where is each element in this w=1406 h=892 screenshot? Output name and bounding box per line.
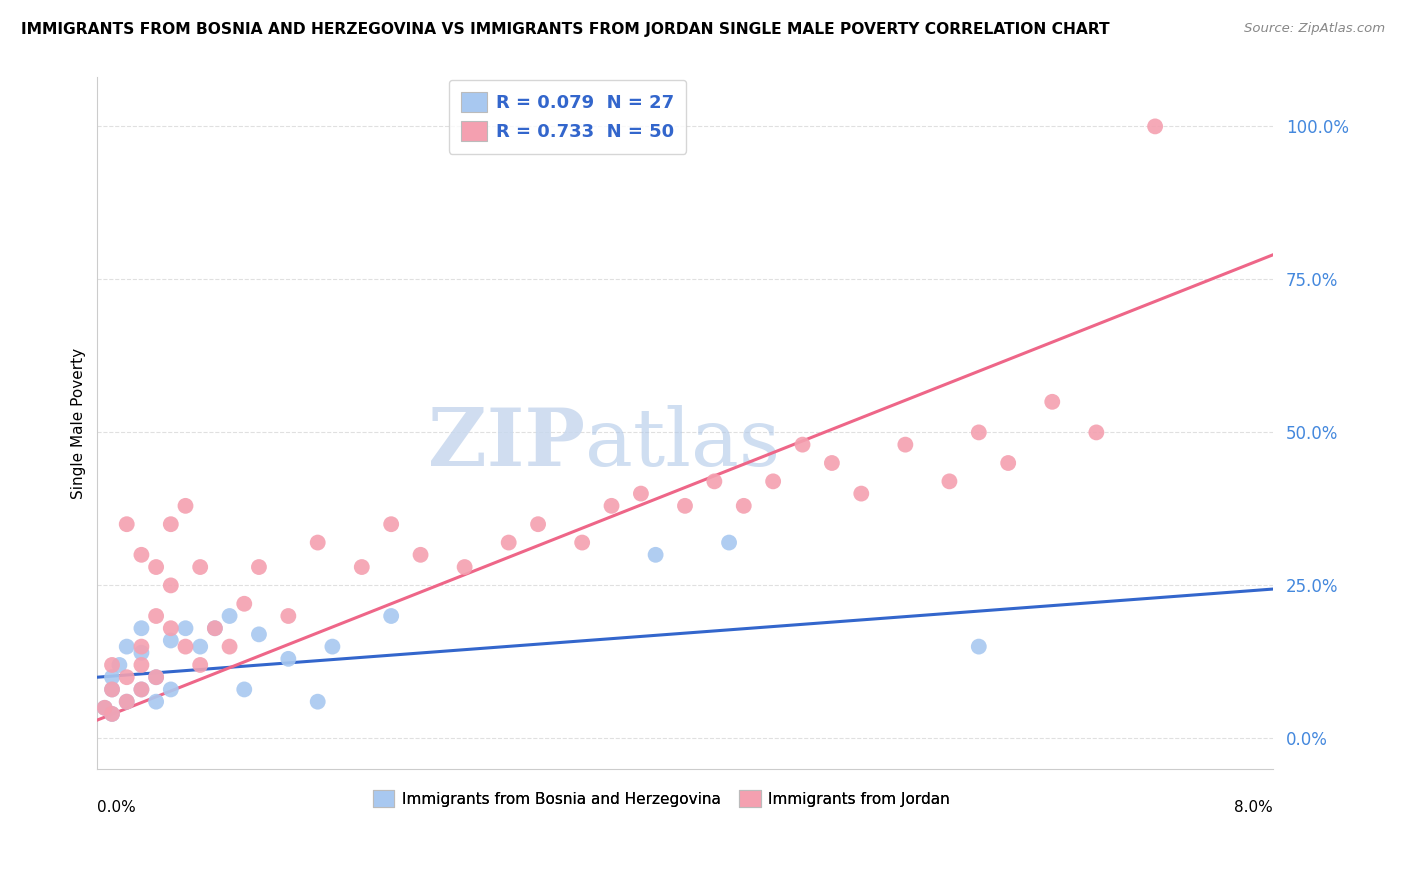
Point — [145, 609, 167, 624]
Point — [131, 657, 153, 672]
Point — [115, 695, 138, 709]
Point — [218, 640, 240, 654]
Point — [527, 517, 550, 532]
Point — [644, 548, 666, 562]
Y-axis label: Single Male Poverty: Single Male Poverty — [72, 348, 86, 499]
Point — [131, 548, 153, 562]
Point — [131, 646, 153, 660]
Point — [145, 560, 167, 574]
Point — [101, 670, 124, 684]
Point — [997, 456, 1019, 470]
Point — [1040, 394, 1063, 409]
Point — [159, 578, 181, 592]
Point — [894, 437, 917, 451]
Point — [108, 657, 131, 672]
Point — [159, 633, 181, 648]
Point — [115, 670, 138, 684]
Point — [131, 640, 153, 654]
Point — [600, 499, 623, 513]
Text: 8.0%: 8.0% — [1234, 799, 1272, 814]
Point — [630, 486, 652, 500]
Point — [233, 682, 256, 697]
Point — [115, 517, 138, 532]
Point — [967, 640, 990, 654]
Point — [851, 486, 873, 500]
Point — [204, 621, 226, 635]
Point — [571, 535, 593, 549]
Point — [233, 597, 256, 611]
Point — [409, 548, 432, 562]
Point — [380, 517, 402, 532]
Point — [174, 499, 197, 513]
Point — [159, 621, 181, 635]
Point — [145, 695, 167, 709]
Point — [174, 621, 197, 635]
Point — [115, 695, 138, 709]
Point — [792, 437, 814, 451]
Point — [762, 475, 785, 489]
Text: 0.0%: 0.0% — [97, 799, 136, 814]
Point — [938, 475, 960, 489]
Point — [101, 682, 124, 697]
Point — [733, 499, 755, 513]
Point — [277, 652, 299, 666]
Point — [145, 670, 167, 684]
Point — [101, 682, 124, 697]
Point — [188, 640, 211, 654]
Point — [159, 517, 181, 532]
Point — [307, 535, 329, 549]
Point — [174, 640, 197, 654]
Point — [498, 535, 520, 549]
Point — [115, 640, 138, 654]
Point — [321, 640, 343, 654]
Point — [380, 609, 402, 624]
Point — [93, 701, 115, 715]
Point — [204, 621, 226, 635]
Point — [1144, 120, 1167, 134]
Point — [277, 609, 299, 624]
Point — [188, 657, 211, 672]
Point — [247, 560, 270, 574]
Text: Source: ZipAtlas.com: Source: ZipAtlas.com — [1244, 22, 1385, 36]
Point — [131, 621, 153, 635]
Point — [131, 682, 153, 697]
Point — [1085, 425, 1108, 440]
Point — [101, 706, 124, 721]
Point — [703, 475, 725, 489]
Legend: Immigrants from Bosnia and Herzegovina, Immigrants from Jordan: Immigrants from Bosnia and Herzegovina, … — [367, 784, 956, 814]
Point — [453, 560, 475, 574]
Point — [159, 682, 181, 697]
Point — [967, 425, 990, 440]
Point — [350, 560, 373, 574]
Point — [718, 535, 741, 549]
Point — [673, 499, 696, 513]
Point — [188, 560, 211, 574]
Point — [93, 701, 115, 715]
Text: IMMIGRANTS FROM BOSNIA AND HERZEGOVINA VS IMMIGRANTS FROM JORDAN SINGLE MALE POV: IMMIGRANTS FROM BOSNIA AND HERZEGOVINA V… — [21, 22, 1109, 37]
Point — [101, 706, 124, 721]
Point — [247, 627, 270, 641]
Point — [101, 657, 124, 672]
Point — [131, 682, 153, 697]
Point — [145, 670, 167, 684]
Point — [821, 456, 844, 470]
Text: ZIP: ZIP — [427, 405, 585, 483]
Point — [218, 609, 240, 624]
Text: atlas: atlas — [585, 405, 780, 483]
Point — [307, 695, 329, 709]
